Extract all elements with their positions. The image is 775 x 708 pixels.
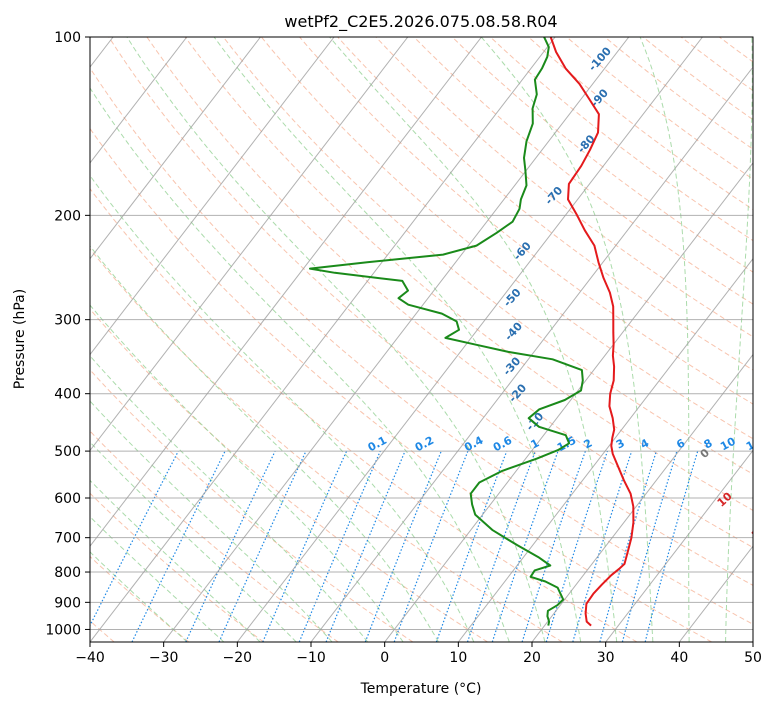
mixing-ratio-line <box>364 450 442 642</box>
chart-title: wetPf2_C2E5.2026.075.08.58.R04 <box>284 12 557 32</box>
moist-adiabat <box>90 479 261 642</box>
moist-adiabat <box>480 37 654 642</box>
isotherm <box>90 37 261 260</box>
dry-adiabat <box>299 37 753 405</box>
moist-adiabat <box>90 174 475 642</box>
moist-adiabat <box>213 37 582 642</box>
x-tick-label: 10 <box>449 650 467 666</box>
x-tick-label: 30 <box>597 650 615 666</box>
mixing-ratio-line <box>599 450 657 642</box>
x-tick-label: −40 <box>75 650 105 666</box>
y-tick-label: 800 <box>54 565 81 581</box>
dry-adiabat <box>90 308 488 642</box>
x-tick-label: −30 <box>149 650 179 666</box>
mixing-ratio-label: 10 <box>718 435 738 454</box>
y-tick-label: 1000 <box>45 622 81 638</box>
dry-adiabat-label: 20 <box>749 521 769 541</box>
moist-adiabat <box>90 441 297 642</box>
dewpoint-line <box>309 37 584 626</box>
dry-adiabat <box>108 37 753 586</box>
x-tick-label: 50 <box>744 650 762 666</box>
x-tick-label: 20 <box>523 650 541 666</box>
isotherm <box>90 37 188 164</box>
moist-adiabat <box>725 37 753 642</box>
isotherm <box>384 162 753 642</box>
mixing-ratio-label: 13 <box>744 435 764 454</box>
y-tick-label: 600 <box>54 491 81 507</box>
x-tick-label: −10 <box>296 650 326 666</box>
plot-frame <box>89 36 754 643</box>
mixing-ratio-line <box>521 450 586 642</box>
mixing-ratio-line <box>545 450 609 642</box>
y-tick-label: 900 <box>54 595 81 611</box>
isotherm <box>163 37 630 642</box>
y-tick-label: 700 <box>54 531 81 547</box>
moist-adiabat <box>639 37 690 642</box>
isotherm <box>605 449 753 642</box>
isotherm <box>90 37 335 356</box>
moist-adiabat <box>329 37 618 642</box>
dry-adiabat <box>90 187 638 642</box>
x-tick-label: −20 <box>223 650 253 666</box>
isotherm <box>90 37 556 642</box>
y-tick-label: 400 <box>54 387 81 403</box>
x-tick-label: 40 <box>670 650 688 666</box>
x-tick-label: 0 <box>380 650 389 666</box>
y-axis-label: Pressure (hPa) <box>12 289 28 389</box>
mixing-ratio-line <box>621 450 678 642</box>
x-axis-label: Temperature (°C) <box>360 681 482 697</box>
y-tick-label: 500 <box>54 444 81 460</box>
moist-adiabat <box>90 245 439 642</box>
mixing-ratio-line <box>218 450 307 642</box>
dry-adiabat <box>90 555 190 642</box>
isotherm <box>90 37 482 547</box>
mixing-ratio-line <box>185 450 276 642</box>
dry-adiabat <box>90 369 414 642</box>
mixing-ratio-line <box>491 450 559 642</box>
mixing-ratio-line <box>572 450 633 642</box>
y-tick-label: 200 <box>54 208 81 224</box>
y-tick-label: 100 <box>54 30 81 46</box>
moist-adiabat <box>90 304 404 642</box>
grid-lines <box>90 37 753 642</box>
dry-adiabat <box>261 37 753 440</box>
mixing-ratio-line <box>90 450 179 627</box>
isotherm <box>310 66 753 642</box>
mixing-ratio-line <box>262 450 348 642</box>
moist-adiabat <box>126 37 546 642</box>
mixing-ratio-line <box>466 450 536 642</box>
dry-adiabat <box>90 492 264 642</box>
axes: −40 −30 −20 −10 0 10 20 30 40 50 100 200 300 400 500 60… <box>45 30 762 666</box>
isotherm <box>531 353 753 642</box>
isotherm <box>457 257 753 642</box>
isotherm <box>90 37 409 452</box>
isotherm <box>236 37 703 642</box>
y-tick-label: 300 <box>54 313 81 329</box>
temperature-line <box>549 37 635 627</box>
dry-adiabat <box>375 37 753 338</box>
moist-adiabat <box>90 87 510 642</box>
mixing-ratio-line <box>325 450 406 642</box>
dry-adiabat <box>90 248 563 642</box>
dry-adiabat <box>90 67 753 625</box>
dry-adiabat <box>184 37 753 512</box>
mixing-ratio-line <box>298 450 381 642</box>
dry-adiabat <box>413 37 753 305</box>
moist-adiabat <box>90 400 333 642</box>
profile-series <box>309 37 635 627</box>
mixing-ratio-line <box>435 450 508 642</box>
